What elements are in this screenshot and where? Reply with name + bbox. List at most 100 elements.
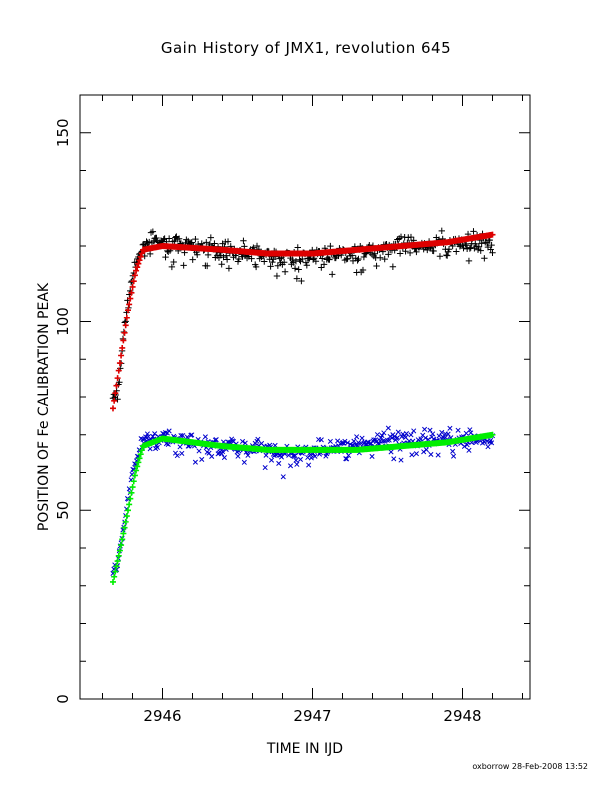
data-point <box>267 263 274 270</box>
data-point <box>196 448 202 454</box>
data-point <box>298 277 305 285</box>
data-point <box>220 449 226 455</box>
data-point <box>131 472 138 479</box>
data-point <box>129 484 136 491</box>
data-point <box>427 427 433 433</box>
data-point <box>235 255 243 263</box>
data-point <box>290 259 297 266</box>
data-point <box>129 283 136 290</box>
data-point <box>126 501 133 508</box>
data-point <box>192 459 198 465</box>
data-point <box>180 433 186 439</box>
data-point <box>369 453 375 459</box>
data-point <box>320 261 328 268</box>
data-point <box>360 253 368 261</box>
data-point <box>166 428 172 434</box>
data-point <box>408 432 414 438</box>
data-point <box>359 435 365 441</box>
data-point <box>371 250 378 257</box>
data-point <box>395 429 401 435</box>
data-point <box>110 578 116 585</box>
data-point <box>188 239 195 246</box>
data-point <box>128 289 135 296</box>
data-point <box>189 256 196 263</box>
data-point <box>455 427 461 433</box>
data-point <box>371 437 377 443</box>
data-point <box>175 235 183 242</box>
data-point <box>294 461 300 467</box>
data-point <box>465 257 473 265</box>
data-point <box>146 250 154 258</box>
data-point <box>118 542 125 549</box>
data-point <box>149 228 157 235</box>
data-point <box>403 430 410 437</box>
data-point <box>487 246 494 253</box>
data-point <box>111 397 118 404</box>
data-point <box>303 262 311 269</box>
data-point <box>135 260 142 267</box>
data-point <box>342 438 348 444</box>
data-point <box>273 272 281 280</box>
data-point <box>439 429 445 435</box>
data-point <box>460 244 467 252</box>
data-point <box>472 242 480 250</box>
data-point <box>116 378 123 386</box>
data-point <box>209 453 215 459</box>
data-point <box>127 295 134 302</box>
data-point <box>274 262 282 269</box>
fit-series-1 <box>110 231 496 412</box>
data-point <box>318 264 325 271</box>
data-point <box>389 263 397 270</box>
data-point <box>489 431 496 438</box>
data-point <box>413 248 420 256</box>
x-tick-label: 2947 <box>293 707 331 725</box>
data-point <box>165 235 173 242</box>
data-point <box>423 447 429 453</box>
data-point <box>467 427 473 433</box>
data-point <box>461 443 467 450</box>
data-point <box>345 452 352 458</box>
data-point <box>477 247 484 254</box>
data-point <box>133 267 140 274</box>
data-point <box>154 444 160 451</box>
data-point <box>126 301 133 308</box>
y-tick-label: 100 <box>54 307 72 336</box>
data-point <box>124 507 131 514</box>
data-point <box>123 513 130 520</box>
plot-marks <box>109 227 496 585</box>
data-point <box>123 314 130 321</box>
data-point <box>178 433 184 439</box>
data-point <box>118 352 125 359</box>
data-point <box>299 255 306 263</box>
data-point <box>384 437 390 443</box>
data-point <box>203 239 210 246</box>
data-point <box>189 432 195 438</box>
data-point <box>194 251 201 258</box>
data-point <box>202 434 208 440</box>
data-point <box>168 263 176 271</box>
data-point <box>134 463 141 470</box>
data-point <box>373 262 380 270</box>
data-point <box>456 243 464 250</box>
data-point <box>436 253 444 260</box>
axis-ticks: 0 50 100 150 2946 2947 2948 <box>54 95 530 725</box>
data-point <box>252 263 260 271</box>
data-point <box>136 257 143 264</box>
data-point <box>308 455 314 461</box>
data-point <box>223 256 231 263</box>
data-point <box>470 228 477 235</box>
data-point <box>489 231 496 238</box>
data-point <box>269 258 276 266</box>
data-point <box>239 438 246 445</box>
data-point <box>144 431 150 437</box>
data-point <box>152 431 158 437</box>
x-tick-label: 2946 <box>143 707 181 725</box>
data-point <box>127 495 134 502</box>
chart-title: Gain History of JMX1, revolution 645 <box>161 39 451 57</box>
data-point <box>135 459 142 466</box>
data-point <box>438 227 445 235</box>
data-point <box>223 252 230 259</box>
data-point <box>466 447 472 453</box>
data-point <box>174 453 180 459</box>
data-point <box>114 375 121 382</box>
